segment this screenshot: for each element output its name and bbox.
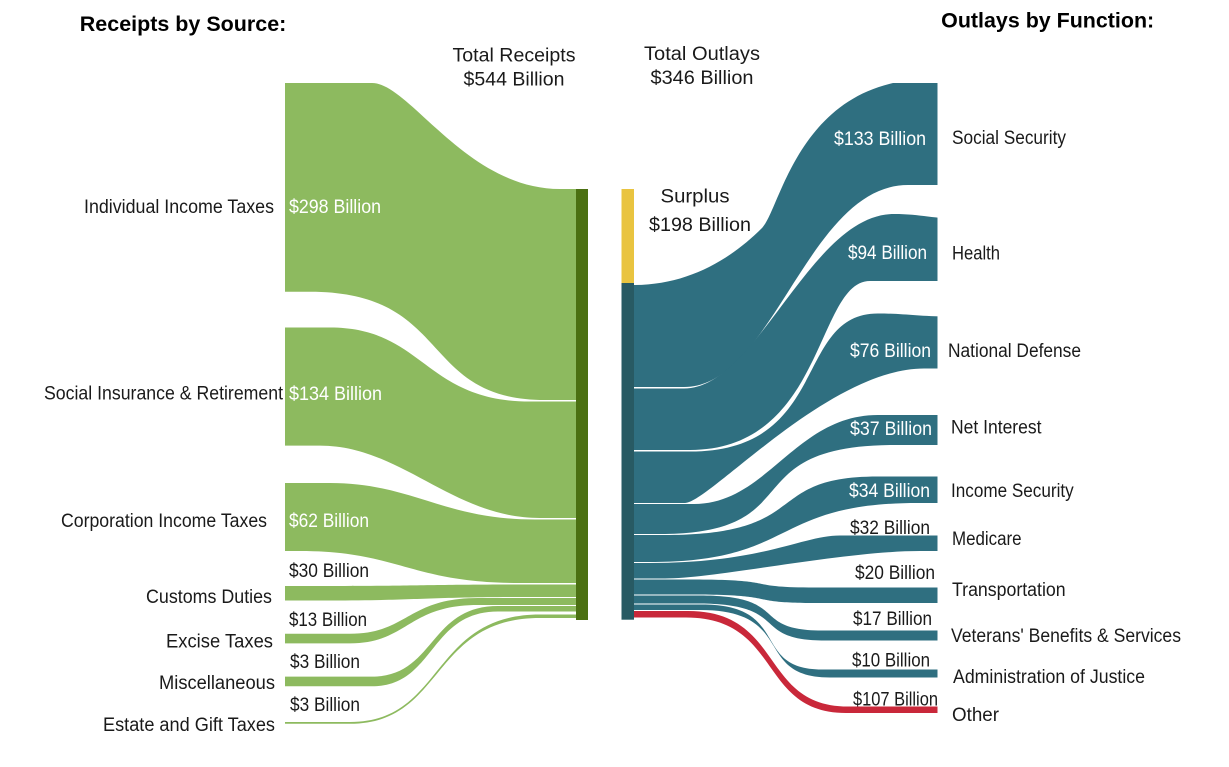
svg-text:$34 Billion: $34 Billion (849, 481, 930, 502)
svg-text:National Defense: National Defense (948, 341, 1081, 362)
svg-text:Estate and Gift Taxes: Estate and Gift Taxes (103, 715, 275, 736)
svg-text:$107 Billion: $107 Billion (853, 690, 938, 711)
svg-text:Transportation: Transportation (952, 580, 1066, 601)
svg-text:$30 Billion: $30 Billion (289, 561, 369, 582)
svg-text:$346 Billion: $346 Billion (651, 68, 754, 89)
svg-text:$76 Billion: $76 Billion (850, 341, 931, 362)
svg-text:$3 Billion: $3 Billion (290, 695, 360, 716)
svg-text:Total Receipts: Total Receipts (453, 46, 576, 67)
svg-text:Income Security: Income Security (951, 481, 1074, 502)
svg-text:Administration of Justice: Administration of Justice (953, 667, 1145, 688)
svg-text:$198 Billion: $198 Billion (649, 215, 751, 236)
svg-text:Outlays by Function:: Outlays by Function: (941, 9, 1154, 32)
svg-text:$17 Billion: $17 Billion (853, 609, 932, 630)
svg-text:$133 Billion: $133 Billion (834, 129, 926, 150)
svg-text:Surplus: Surplus (661, 186, 730, 207)
svg-text:Veterans' Benefits & Services: Veterans' Benefits & Services (951, 626, 1181, 647)
svg-text:Receipts by Source:: Receipts by Source: (80, 13, 286, 36)
svg-text:Net Interest: Net Interest (951, 417, 1042, 438)
svg-text:$544 Billion: $544 Billion (464, 70, 565, 91)
svg-text:Medicare: Medicare (952, 529, 1022, 550)
svg-text:Customs Duties: Customs Duties (146, 587, 272, 608)
svg-text:$298 Billion: $298 Billion (289, 197, 381, 218)
svg-text:$32 Billion: $32 Billion (850, 518, 930, 539)
svg-text:$37 Billion: $37 Billion (850, 419, 932, 440)
svg-text:Health: Health (952, 244, 1000, 265)
svg-text:Miscellaneous: Miscellaneous (159, 673, 275, 694)
svg-text:Social Security: Social Security (952, 128, 1066, 149)
svg-text:$134 Billion: $134 Billion (289, 384, 382, 405)
svg-text:Social Insurance & Retirement: Social Insurance & Retirement (44, 384, 284, 405)
svg-text:$94 Billion: $94 Billion (848, 243, 927, 264)
svg-text:$62 Billion: $62 Billion (289, 511, 369, 532)
svg-text:Other: Other (952, 705, 1000, 726)
svg-text:Excise Taxes: Excise Taxes (166, 632, 273, 653)
svg-text:Corporation Income Taxes: Corporation Income Taxes (61, 511, 267, 532)
svg-text:$10 Billion: $10 Billion (852, 651, 930, 672)
svg-text:Total Outlays: Total Outlays (644, 44, 760, 65)
svg-text:$13 Billion: $13 Billion (289, 610, 367, 631)
svg-text:$20 Billion: $20 Billion (855, 563, 935, 584)
svg-text:Individual Income Taxes: Individual Income Taxes (84, 197, 274, 218)
svg-text:$3 Billion: $3 Billion (290, 652, 360, 673)
